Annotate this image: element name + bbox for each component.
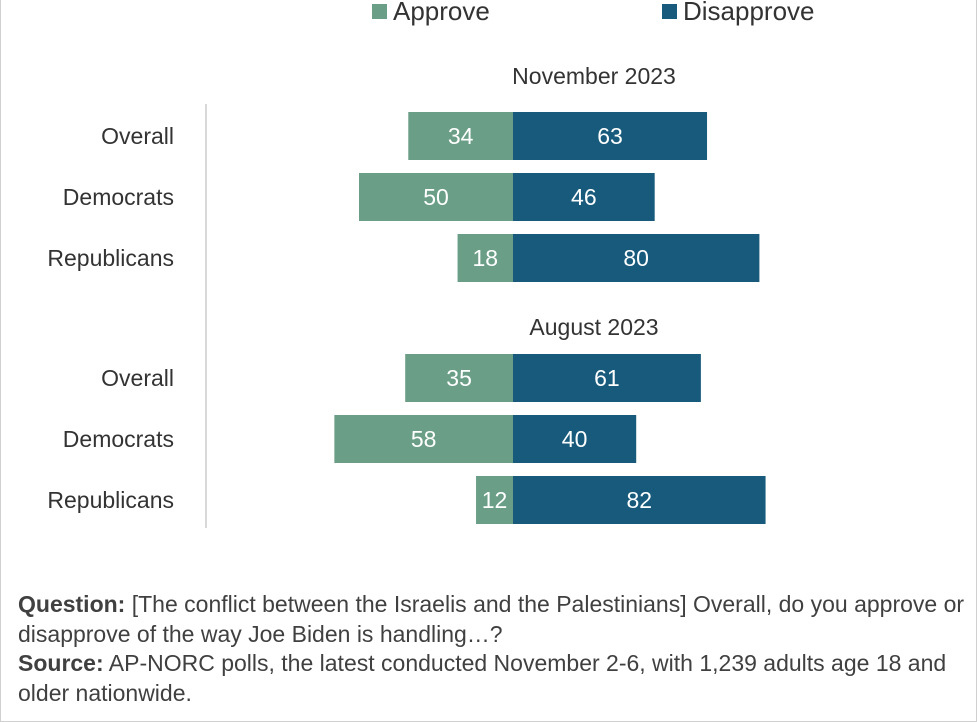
question-label: Question:	[18, 591, 126, 617]
source-label: Source:	[18, 650, 104, 676]
chart-footer: Question: [The conflict between the Isra…	[18, 590, 968, 708]
disapprove-value-label: 40	[562, 426, 588, 452]
legend-label-approve: Approve	[393, 0, 490, 26]
disapprove-value-label: 61	[594, 365, 620, 391]
approve-value-label: 58	[411, 426, 437, 452]
approve-bar	[457, 234, 513, 282]
panel-title: November 2023	[512, 63, 676, 89]
question-note: Question: [The conflict between the Isra…	[18, 590, 968, 649]
disapprove-value-label: 80	[623, 245, 649, 271]
legend-swatch-approve	[372, 4, 387, 19]
category-label: Democrats	[63, 184, 174, 210]
category-label: Republicans	[47, 487, 174, 513]
legend-label-disapprove: Disapprove	[683, 0, 815, 26]
diverging-bar-chart: Approve Disapprove November 2023 Overall 34 6…	[47, 0, 815, 528]
source-note: Source: AP-NORC polls, the latest conduc…	[18, 649, 968, 708]
disapprove-value-label: 82	[626, 487, 652, 513]
panel-title: August 2023	[529, 314, 658, 340]
disapprove-value-label: 63	[597, 123, 623, 149]
approve-value-label: 50	[423, 184, 449, 210]
disapprove-bar	[513, 173, 655, 221]
category-label: Democrats	[63, 426, 174, 452]
approve-bar	[334, 415, 513, 463]
source-text: AP-NORC polls, the latest conducted Nove…	[18, 650, 947, 706]
approve-value-label: 34	[448, 123, 474, 149]
disapprove-bar	[513, 476, 766, 524]
disapprove-bar	[513, 234, 760, 282]
approve-bar	[405, 354, 513, 402]
approve-value-label: 35	[446, 365, 472, 391]
question-text: [The conflict between the Israelis and t…	[18, 591, 965, 647]
disapprove-bar	[513, 415, 637, 463]
disapprove-value-label: 46	[571, 184, 597, 210]
approve-bar	[359, 173, 513, 221]
approve-value-label: 12	[482, 487, 508, 513]
disapprove-bar	[513, 112, 708, 160]
approve-value-label: 18	[472, 245, 498, 271]
approve-bar	[476, 476, 513, 524]
legend-swatch-disapprove	[662, 4, 677, 19]
disapprove-bar	[513, 354, 701, 402]
category-label: Overall	[101, 123, 174, 149]
category-label: Republicans	[47, 245, 174, 271]
approve-bar	[408, 112, 513, 160]
category-label: Overall	[101, 365, 174, 391]
